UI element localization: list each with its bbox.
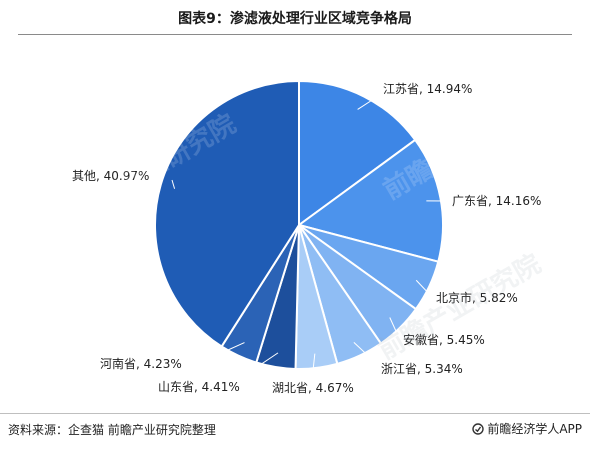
pie-slice-8 [154,79,300,348]
leader-line-8 [171,179,176,189]
pie-chart: 江苏省, 14.94% 广东省, 14.16% 北京市, 5.82% 安徽省, 5.4… [68,79,551,395]
pie-slice-0 [298,79,417,227]
slice-label-8: 其他, 40.97% [72,169,149,183]
source-note: 资料来源：企查猫 前瞻产业研究院整理 [8,423,216,437]
leader-line-5 [311,353,316,381]
leader-line-3 [389,317,401,341]
slice-label-3: 安徽省, 5.45% [403,332,485,347]
slice-label-2: 北京市, 5.82% [436,290,518,305]
pie-chart-area: 江苏省, 14.94% 广东省, 14.16% 北京市, 5.82% 安徽省, 5.4… [0,40,590,410]
slice-label-1: 广东省, 14.16% [452,194,541,208]
brand-name: 前瞻经济学人APP [487,422,582,436]
footer-divider [0,413,590,414]
chart-title: 图表9：渗滤液处理行业区域竞争格局 [178,11,412,27]
slice-label-4: 浙江省, 5.34% [381,362,463,376]
slice-label-0: 江苏省, 14.94% [383,82,472,96]
leader-line-0 [357,94,381,110]
slice-label-5: 湖北省, 4.67% [272,380,354,395]
title-divider [18,34,572,35]
leader-line-2 [415,279,434,299]
pie-slice-1 [296,138,444,263]
brand-label: 前瞻经济学人APP [472,420,582,437]
brand-logo-icon [472,422,485,435]
leader-line-6 [244,352,279,376]
slice-label-7: 河南省, 4.23% [100,356,182,371]
leader-line-4 [353,342,379,366]
leader-line-7 [227,342,245,351]
slice-label-6: 山东省, 4.41% [158,380,240,394]
